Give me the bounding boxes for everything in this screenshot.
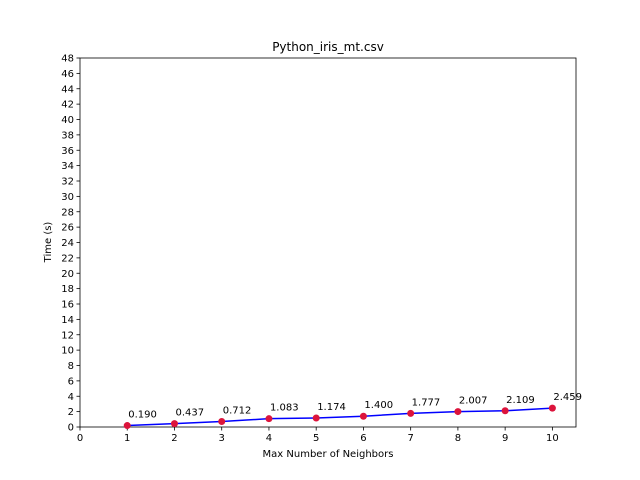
x-tick-label: 6 bbox=[360, 433, 366, 444]
y-tick-label: 48 bbox=[61, 54, 74, 65]
y-tick-label: 38 bbox=[61, 130, 74, 141]
y-tick-label: 44 bbox=[61, 84, 74, 95]
y-axis-label: Time (s) bbox=[43, 222, 54, 264]
x-tick-label: 9 bbox=[502, 433, 508, 444]
data-label: 2.459 bbox=[553, 392, 582, 403]
data-point bbox=[407, 409, 415, 417]
data-label: 1.174 bbox=[317, 402, 346, 413]
y-tick-label: 30 bbox=[61, 192, 74, 203]
y-tick-label: 16 bbox=[61, 300, 74, 311]
y-tick-label: 42 bbox=[61, 100, 74, 111]
data-point bbox=[359, 412, 367, 420]
series-line bbox=[127, 407, 553, 427]
data-point bbox=[548, 404, 556, 412]
x-tick-label: 3 bbox=[219, 433, 225, 444]
plot-area: 0 1 2 3 4 5 6 7 8 9 100246810121416182022242628303… bbox=[61, 54, 582, 445]
y-tick-label: 24 bbox=[61, 238, 74, 249]
y-tick-label: 28 bbox=[61, 207, 74, 218]
y-tick-label: 32 bbox=[61, 177, 74, 188]
data-label: 0.437 bbox=[175, 408, 204, 419]
x-tick-label: 10 bbox=[546, 433, 559, 444]
y-tick-label: 6 bbox=[68, 376, 74, 387]
data-point bbox=[265, 415, 273, 423]
data-point bbox=[454, 408, 462, 416]
x-tick-label: 1 bbox=[124, 433, 130, 444]
y-tick-label: 34 bbox=[61, 161, 74, 172]
x-tick-label: 2 bbox=[171, 433, 177, 444]
y-tick-label: 14 bbox=[61, 315, 74, 326]
data-label: 0.190 bbox=[128, 410, 157, 421]
x-tick-label: 4 bbox=[266, 433, 272, 444]
data-point bbox=[312, 414, 320, 422]
data-point bbox=[170, 420, 178, 428]
y-tick-label: 18 bbox=[61, 284, 74, 295]
data-point bbox=[123, 422, 131, 430]
data-label: 2.109 bbox=[506, 395, 535, 406]
data-label: 2.007 bbox=[459, 396, 488, 407]
y-tick-label: 2 bbox=[68, 407, 74, 418]
data-point bbox=[501, 407, 509, 415]
y-tick-label: 10 bbox=[61, 346, 74, 357]
x-tick-label: 5 bbox=[313, 433, 319, 444]
data-label: 0.712 bbox=[223, 406, 252, 417]
y-tick-label: 20 bbox=[61, 269, 74, 280]
y-tick-label: 0 bbox=[68, 423, 74, 434]
y-tick-label: 26 bbox=[61, 223, 74, 234]
y-tick-label: 46 bbox=[61, 69, 74, 80]
data-label: 1.777 bbox=[412, 397, 441, 408]
x-tick-label: 8 bbox=[455, 433, 461, 444]
y-tick-label: 40 bbox=[61, 115, 74, 126]
x-axis-label: Max Number of Neighbors bbox=[263, 449, 394, 460]
chart-title: Python_iris_mt.csv bbox=[272, 40, 384, 54]
plot-frame bbox=[79, 57, 577, 428]
y-tick-label: 36 bbox=[61, 146, 74, 157]
x-tick-label: 0 bbox=[77, 433, 83, 444]
y-tick-label: 22 bbox=[61, 253, 74, 264]
x-tick-label: 7 bbox=[407, 433, 413, 444]
data-label: 1.400 bbox=[364, 400, 393, 411]
data-label: 1.083 bbox=[270, 403, 299, 414]
y-tick-label: 8 bbox=[68, 361, 74, 372]
y-tick-label: 4 bbox=[68, 392, 74, 403]
data-point bbox=[218, 418, 226, 426]
y-tick-label: 12 bbox=[61, 330, 74, 341]
